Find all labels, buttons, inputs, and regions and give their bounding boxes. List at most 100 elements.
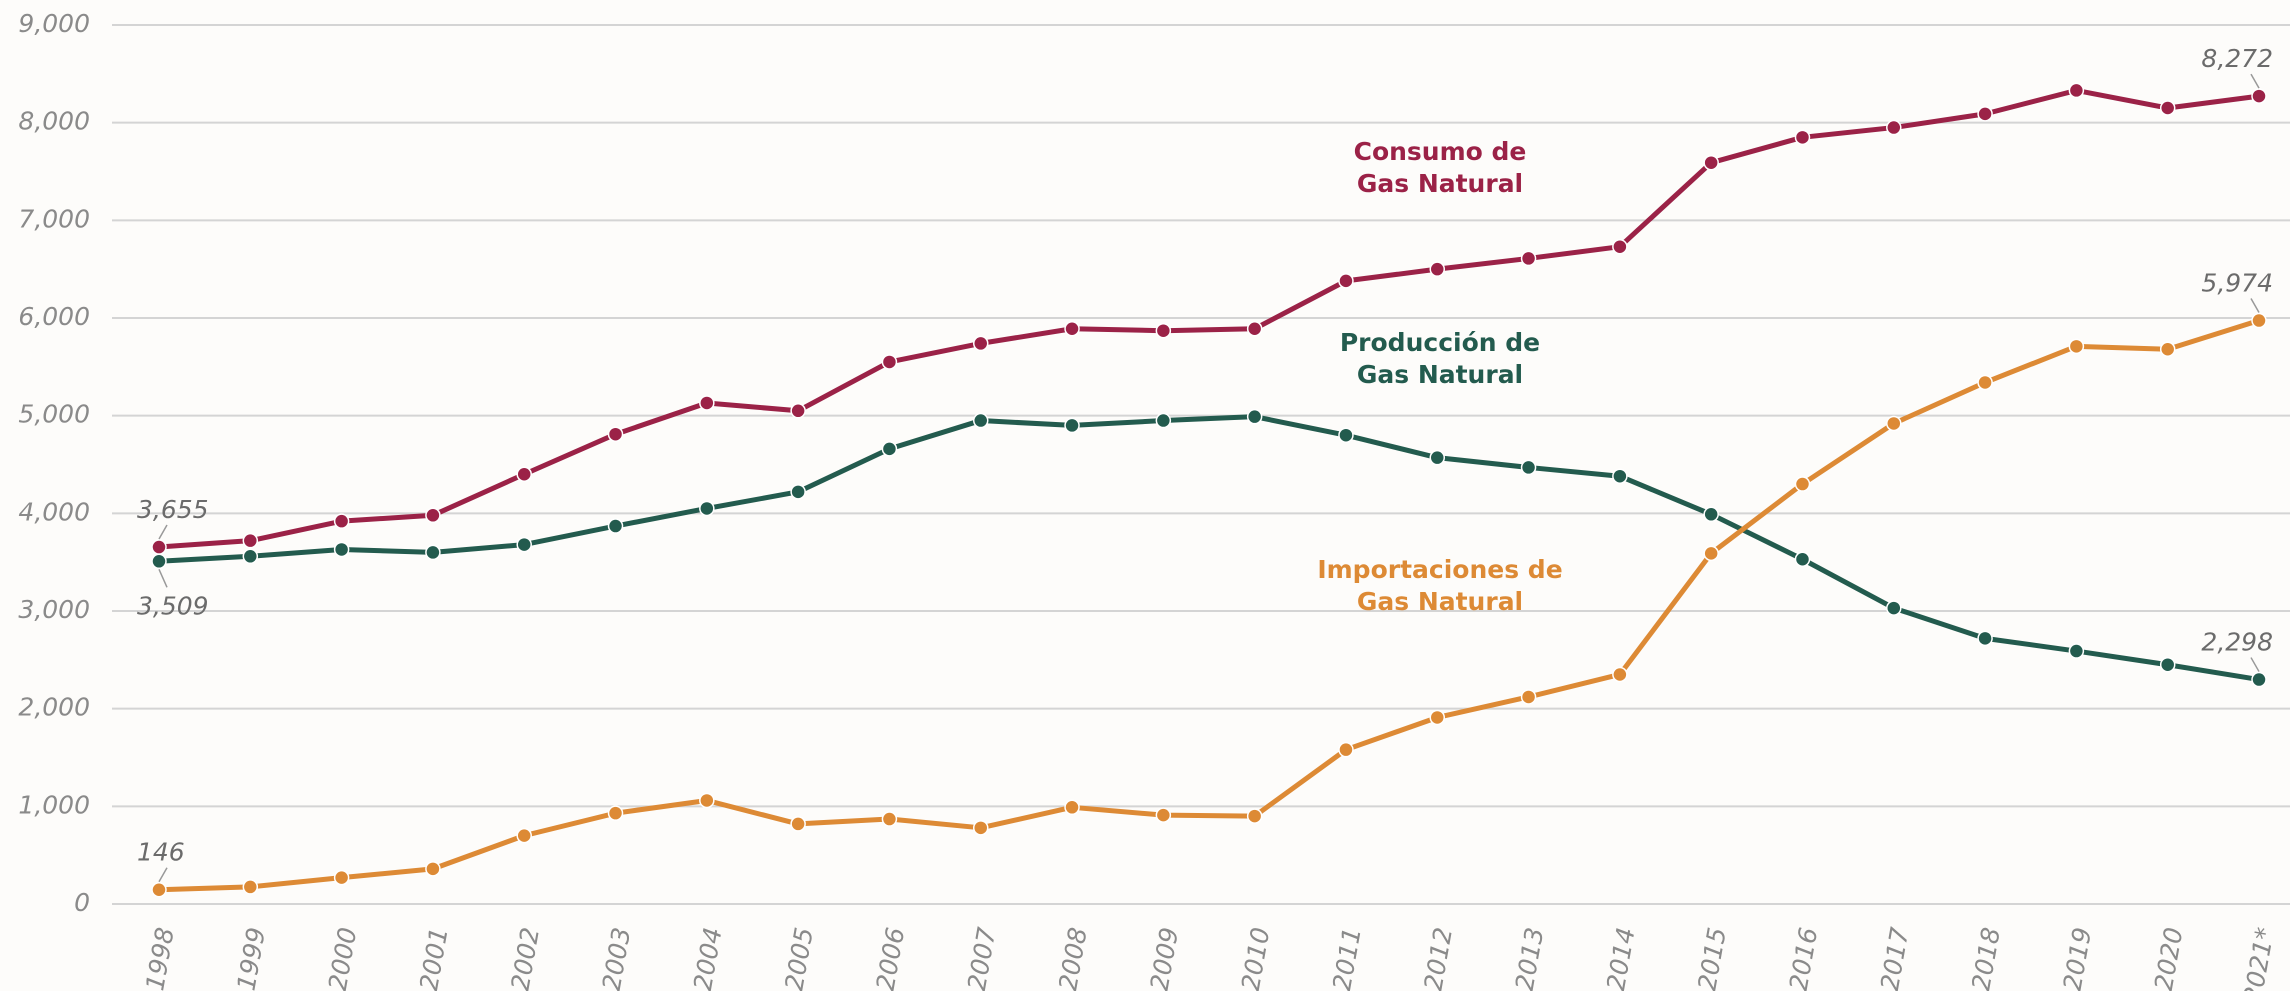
value-label: 8,272 <box>2201 44 2273 73</box>
data-point <box>609 806 623 820</box>
data-point <box>1248 410 1262 424</box>
data-point <box>1430 710 1444 724</box>
x-tick-label: 2006 <box>871 925 911 991</box>
data-point <box>1978 107 1992 121</box>
data-point <box>1522 251 1536 265</box>
data-point <box>1887 601 1901 615</box>
x-tick-label: 2010 <box>1236 925 1276 991</box>
x-tick-label: 2011 <box>1327 925 1367 991</box>
x-tick-label: 1998 <box>140 925 180 991</box>
data-point <box>426 508 440 522</box>
data-point <box>1339 743 1353 757</box>
y-tick-label: 9,000 <box>18 9 90 38</box>
data-point <box>974 336 988 350</box>
value-label: 2,298 <box>2201 628 2273 657</box>
data-point <box>1156 414 1170 428</box>
data-point <box>1156 808 1170 822</box>
data-point <box>335 514 349 528</box>
data-point <box>335 542 349 556</box>
data-point <box>700 793 714 807</box>
x-tick-label: 2004 <box>688 925 728 991</box>
series-line <box>159 321 2259 890</box>
data-point <box>791 817 805 831</box>
y-tick-label: 0 <box>74 888 90 917</box>
data-point <box>517 538 531 552</box>
data-point <box>1704 507 1718 521</box>
data-point <box>1978 375 1992 389</box>
series-line <box>159 417 2259 680</box>
data-point <box>1065 322 1079 336</box>
x-tick-label: 2012 <box>1418 925 1458 991</box>
label-leader <box>2251 74 2259 88</box>
data-point <box>609 519 623 533</box>
data-point <box>1704 546 1718 560</box>
data-point <box>1430 262 1444 276</box>
data-point <box>517 829 531 843</box>
x-tick-label: 2021* <box>2238 925 2280 991</box>
data-point <box>882 812 896 826</box>
data-point <box>243 549 257 563</box>
data-point <box>2252 89 2266 103</box>
y-tick-label: 2,000 <box>18 693 90 722</box>
x-tick-label: 2020 <box>2149 925 2189 991</box>
page: 01,0002,0003,0004,0005,0006,0007,0008,00… <box>0 0 2290 991</box>
data-point <box>1795 552 1809 566</box>
label-leader <box>159 525 167 539</box>
x-tick-label: 2014 <box>1601 925 1641 991</box>
x-tick-label: 2003 <box>597 925 637 991</box>
y-tick-label: 5,000 <box>18 400 90 429</box>
data-point <box>609 427 623 441</box>
data-point <box>2161 101 2175 115</box>
y-tick-label: 3,000 <box>18 595 90 624</box>
y-tick-label: 1,000 <box>18 790 90 819</box>
x-tick-label: 2001 <box>414 925 454 991</box>
data-point <box>1887 121 1901 135</box>
data-point <box>2069 644 2083 658</box>
label-leader <box>159 569 167 587</box>
x-tick-label: 2017 <box>1875 925 1915 991</box>
data-point <box>1613 469 1627 483</box>
data-point <box>2161 658 2175 672</box>
data-point <box>1156 324 1170 338</box>
series-label: Importaciones de Gas Natural <box>1230 554 1650 618</box>
label-leader <box>2251 658 2259 672</box>
data-point <box>1248 809 1262 823</box>
value-label: 5,974 <box>2201 269 2273 298</box>
data-point <box>974 414 988 428</box>
chart: 01,0002,0003,0004,0005,0006,0007,0008,00… <box>0 0 2290 991</box>
data-point <box>791 485 805 499</box>
x-tick-label: 2008 <box>1053 925 1093 991</box>
data-point <box>1522 690 1536 704</box>
x-tick-label: 2007 <box>962 925 1002 991</box>
data-point <box>426 862 440 876</box>
data-point <box>1339 274 1353 288</box>
data-point <box>882 355 896 369</box>
data-point <box>1339 428 1353 442</box>
data-point <box>2161 342 2175 356</box>
data-point <box>2069 339 2083 353</box>
x-tick-label: 2000 <box>323 925 363 991</box>
data-point <box>152 883 166 897</box>
data-point <box>243 880 257 894</box>
data-point <box>1704 156 1718 170</box>
data-point <box>243 534 257 548</box>
data-point <box>1795 477 1809 491</box>
data-point <box>2252 314 2266 328</box>
data-point <box>791 404 805 418</box>
value-label: 3,655 <box>137 495 209 524</box>
value-label: 3,509 <box>137 591 209 620</box>
data-point <box>700 396 714 410</box>
y-tick-label: 4,000 <box>18 497 90 526</box>
x-tick-label: 2013 <box>1510 925 1550 991</box>
x-tick-label: 2019 <box>2058 925 2098 991</box>
x-tick-label: 2009 <box>1145 925 1185 991</box>
x-tick-label: 2005 <box>779 925 819 991</box>
y-tick-label: 7,000 <box>18 204 90 233</box>
x-tick-label: 2002 <box>505 925 545 991</box>
data-point <box>1887 416 1901 430</box>
x-tick-label: 2016 <box>1784 925 1824 991</box>
x-tick-label: 1999 <box>231 925 271 991</box>
data-point <box>152 540 166 554</box>
data-point <box>152 554 166 568</box>
data-point <box>1613 240 1627 254</box>
